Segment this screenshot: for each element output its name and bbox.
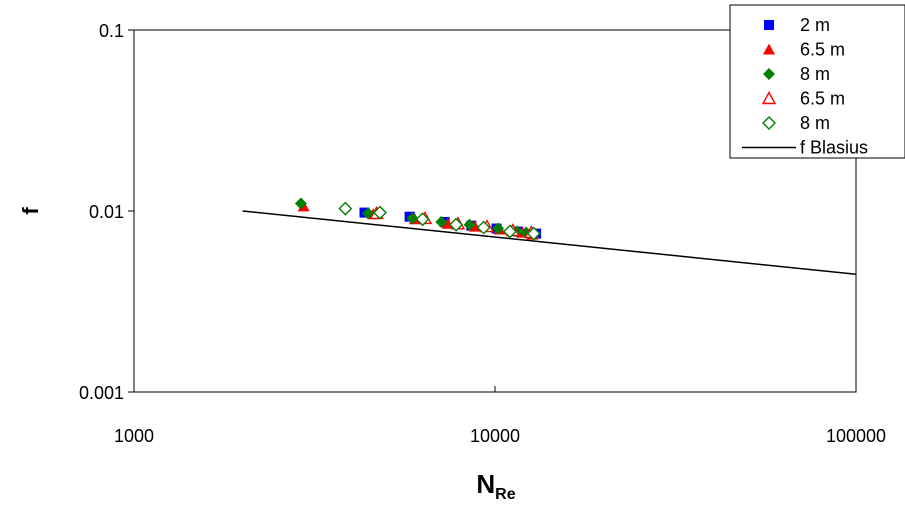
legend-marker	[763, 68, 775, 80]
series-layer	[242, 197, 857, 276]
data-point	[338, 201, 353, 216]
legend-label: f Blasius	[800, 138, 868, 158]
legend-marker	[761, 91, 777, 105]
data-point	[406, 212, 419, 225]
legend-label: 2 m	[800, 15, 830, 35]
x-axis-ticks: 1000 10000 100000	[114, 386, 886, 446]
legend-marker	[764, 20, 774, 30]
legend-marker	[762, 116, 776, 130]
blasius-line	[242, 210, 857, 276]
y-axis-title: f	[18, 207, 43, 215]
x-axis-title: NRe	[476, 469, 515, 503]
legend-label: 8 m	[800, 64, 830, 84]
legend-label: 6.5 m	[800, 40, 845, 60]
y-tick-label: 0.001	[79, 383, 124, 403]
y-axis-ticks: 0.001 0.01 0.1	[79, 21, 134, 403]
series-4	[338, 201, 541, 241]
data-point	[463, 218, 476, 231]
data-point	[294, 197, 307, 210]
x-tick-label: 10000	[470, 426, 520, 446]
x-axis-title-subscript: Re	[495, 486, 516, 503]
data-point	[502, 224, 517, 239]
data-point	[476, 220, 491, 235]
x-tick-label: 100000	[826, 426, 886, 446]
legend-marker	[763, 43, 775, 55]
y-tick-label: 0.01	[89, 202, 124, 222]
legend: 2 m 6.5 m 8 m 6.5 m 8 m f Blasius	[729, 4, 905, 159]
x-tick-label: 1000	[114, 426, 154, 446]
data-point	[526, 226, 541, 241]
data-point	[372, 205, 387, 220]
legend-box	[729, 4, 905, 159]
series-5	[242, 210, 857, 276]
data-point	[492, 222, 505, 235]
data-point	[415, 212, 430, 227]
x-axis-title-main: N	[476, 469, 495, 499]
data-point	[449, 217, 464, 232]
legend-label: 8 m	[800, 113, 830, 133]
legend-label: 6.5 m	[800, 89, 845, 109]
data-point	[435, 215, 448, 228]
series-2	[294, 197, 533, 239]
y-tick-label: 0.1	[99, 21, 124, 41]
